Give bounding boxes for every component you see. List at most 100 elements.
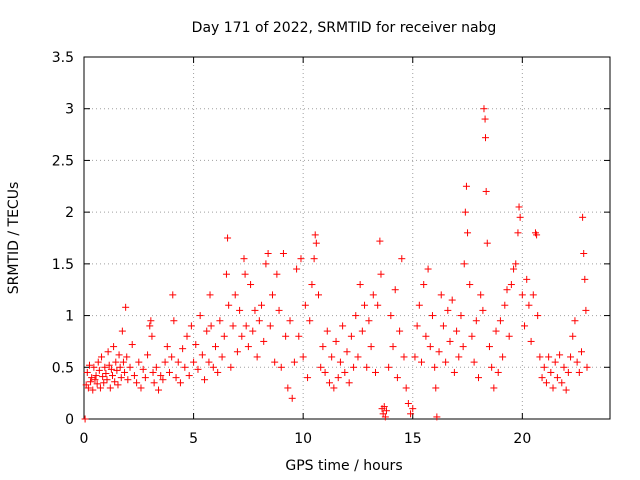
- data-point: [413, 322, 421, 330]
- data-point: [432, 384, 440, 392]
- data-point: [168, 353, 176, 361]
- data-point: [108, 372, 116, 380]
- data-point: [233, 348, 241, 356]
- data-point: [323, 327, 331, 335]
- data-point: [470, 358, 478, 366]
- data-point: [308, 281, 316, 289]
- data-point: [262, 260, 270, 268]
- data-point: [460, 260, 468, 268]
- y-tick-label: 0: [65, 412, 74, 428]
- data-point: [466, 281, 474, 289]
- data-point: [450, 368, 458, 376]
- data-point: [361, 301, 369, 309]
- data-point: [578, 348, 586, 356]
- data-point: [113, 366, 121, 374]
- data-point: [356, 281, 364, 289]
- data-point: [194, 365, 202, 373]
- data-point: [569, 332, 577, 340]
- data-point: [328, 353, 336, 361]
- data-point: [431, 363, 439, 371]
- data-point: [238, 332, 246, 340]
- data-point: [89, 386, 97, 394]
- data-point: [420, 281, 428, 289]
- data-point: [549, 384, 557, 392]
- data-point: [315, 291, 323, 299]
- data-point: [483, 239, 491, 247]
- data-series-srmtid: [81, 105, 591, 423]
- data-point: [183, 332, 191, 340]
- data-point: [111, 378, 119, 386]
- data-point: [492, 327, 500, 335]
- data-point: [218, 353, 226, 361]
- data-point: [415, 301, 423, 309]
- data-point: [133, 379, 141, 387]
- data-point: [282, 332, 290, 340]
- data-point: [241, 270, 249, 278]
- data-point: [93, 380, 101, 388]
- data-point: [192, 341, 200, 349]
- x-tick-label: 5: [189, 431, 198, 447]
- data-point: [551, 358, 559, 366]
- data-point: [150, 379, 158, 387]
- data-point: [114, 381, 122, 389]
- data-point: [181, 363, 189, 371]
- data-point: [161, 358, 169, 366]
- y-axis-label: SRMTID / TECUs: [6, 182, 22, 295]
- data-point: [118, 327, 126, 335]
- data-point: [286, 317, 294, 325]
- data-point: [533, 231, 541, 239]
- data-point: [336, 358, 344, 366]
- data-point: [101, 363, 109, 371]
- data-point: [149, 368, 157, 376]
- data-point: [426, 343, 434, 351]
- data-point: [295, 332, 303, 340]
- data-point: [455, 353, 463, 361]
- data-point: [464, 229, 472, 237]
- data-point: [435, 348, 443, 356]
- data-point: [126, 363, 134, 371]
- data-point: [122, 303, 130, 311]
- data-point: [448, 296, 456, 304]
- data-point: [220, 332, 228, 340]
- data-point: [128, 341, 136, 349]
- data-point: [402, 384, 410, 392]
- x-tick-label: 15: [404, 431, 422, 447]
- data-point: [266, 322, 274, 330]
- y-tick-label: 0.5: [52, 360, 74, 376]
- data-point: [157, 372, 165, 380]
- data-point: [396, 327, 404, 335]
- data-point: [301, 301, 309, 309]
- data-point: [334, 374, 342, 382]
- data-point: [325, 379, 333, 387]
- data-point: [106, 384, 114, 392]
- data-point: [148, 332, 156, 340]
- data-point: [203, 327, 211, 335]
- data-point: [381, 413, 389, 421]
- data-point: [482, 134, 490, 142]
- data-point: [389, 343, 397, 351]
- data-point: [264, 250, 272, 258]
- plot-frame: [83, 56, 611, 420]
- data-point: [94, 358, 102, 366]
- data-point: [141, 374, 149, 382]
- data-point: [479, 306, 487, 314]
- data-point: [216, 317, 224, 325]
- data-point: [206, 291, 214, 299]
- data-point: [146, 322, 154, 330]
- data-point: [124, 376, 132, 384]
- data-point: [117, 374, 125, 382]
- data-point: [501, 301, 509, 309]
- data-point: [459, 343, 467, 351]
- data-point: [290, 358, 298, 366]
- data-point: [571, 317, 579, 325]
- data-point: [222, 270, 230, 278]
- data-point: [391, 286, 399, 294]
- data-point: [102, 369, 110, 377]
- data-point: [209, 363, 217, 371]
- data-point: [518, 291, 526, 299]
- data-point: [560, 363, 568, 371]
- data-point: [99, 373, 107, 381]
- data-point: [91, 376, 99, 384]
- data-point: [225, 301, 233, 309]
- data-point: [147, 317, 155, 325]
